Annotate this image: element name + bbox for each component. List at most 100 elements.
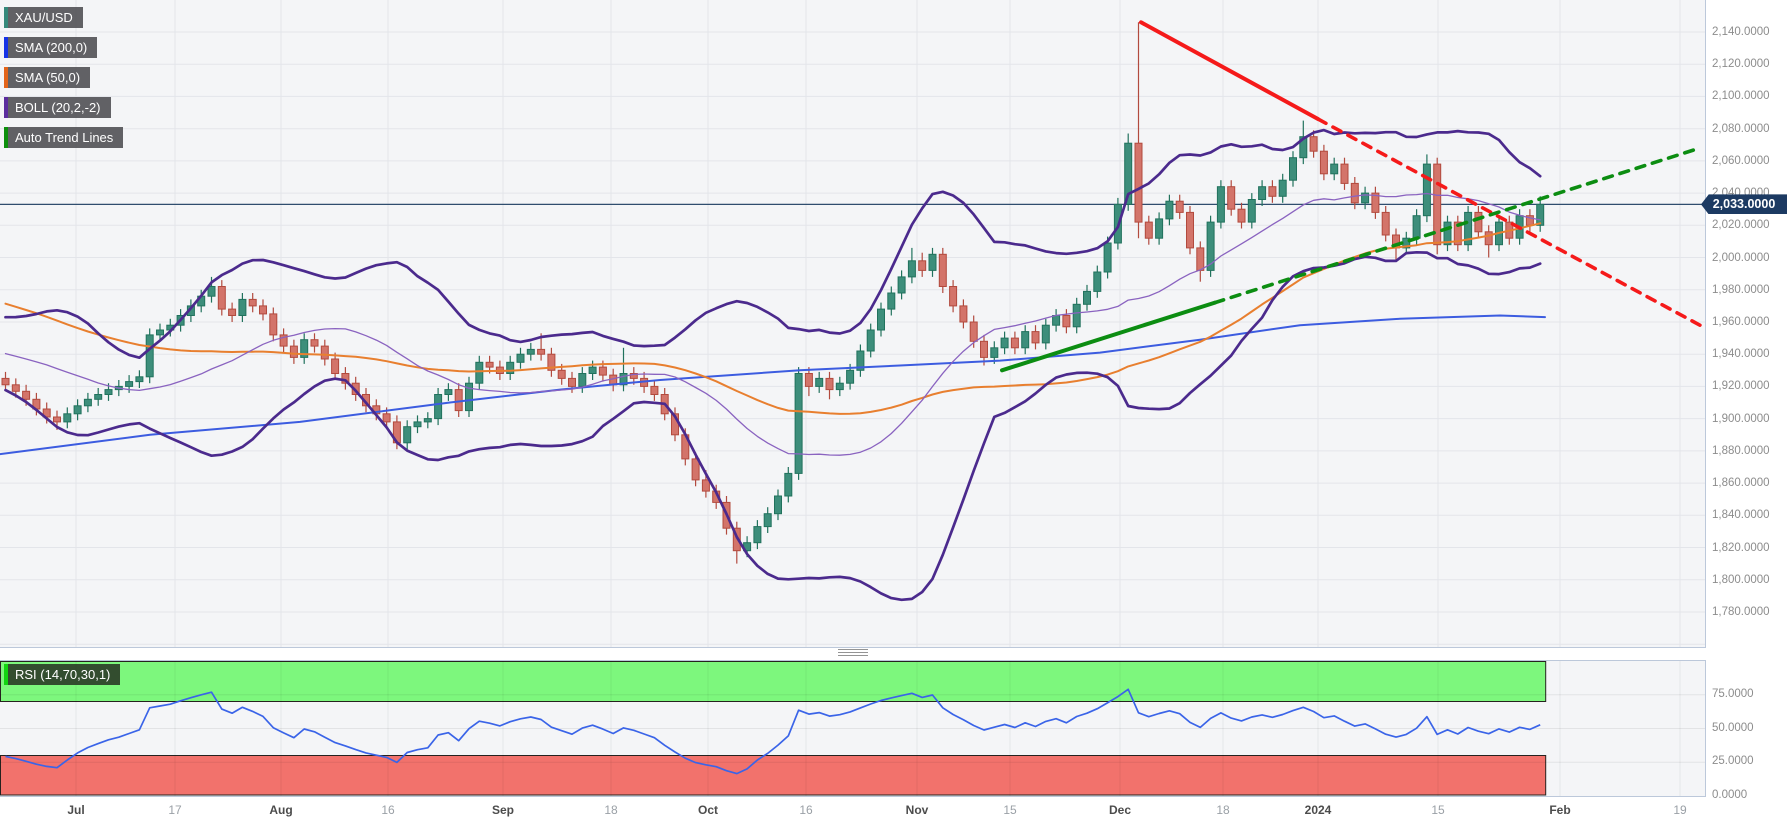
- candle-body[interactable]: [1155, 218, 1164, 239]
- candle-body[interactable]: [1237, 208, 1246, 223]
- candle-body[interactable]: [959, 305, 968, 323]
- candle-body[interactable]: [444, 389, 453, 396]
- candle-body[interactable]: [73, 405, 82, 415]
- candle-body[interactable]: [907, 260, 916, 278]
- candle-body[interactable]: [578, 373, 587, 387]
- candle-body[interactable]: [22, 390, 31, 400]
- candle-body[interactable]: [1175, 200, 1184, 213]
- candle-body[interactable]: [969, 321, 978, 342]
- candle-body[interactable]: [691, 458, 700, 481]
- candle-body[interactable]: [1453, 221, 1462, 246]
- rsi-chart[interactable]: [0, 661, 1705, 796]
- candle-body[interactable]: [990, 347, 999, 358]
- candle-body[interactable]: [938, 253, 947, 288]
- candle-body[interactable]: [269, 313, 278, 336]
- candle-body[interactable]: [310, 339, 319, 347]
- candle-body[interactable]: [774, 495, 782, 515]
- candle-body[interactable]: [207, 286, 216, 297]
- candle-body[interactable]: [217, 286, 226, 310]
- candle-body[interactable]: [619, 373, 628, 386]
- candle-body[interactable]: [104, 389, 113, 396]
- candle-body[interactable]: [434, 394, 443, 420]
- candle-body[interactable]: [1474, 211, 1483, 233]
- candle-body[interactable]: [1103, 242, 1112, 273]
- candle-body[interactable]: [887, 292, 896, 310]
- candle-body[interactable]: [804, 373, 813, 387]
- candle-body[interactable]: [866, 329, 875, 352]
- candle-body[interactable]: [1062, 315, 1071, 328]
- candle-body[interactable]: [1319, 150, 1328, 175]
- legend-sma200[interactable]: SMA (200,0): [4, 37, 98, 58]
- candle-body[interactable]: [701, 479, 710, 492]
- candle-body[interactable]: [1072, 303, 1081, 328]
- candle-body[interactable]: [1412, 215, 1421, 239]
- candle-body[interactable]: [763, 513, 772, 528]
- candle-body[interactable]: [1165, 200, 1174, 220]
- candle-body[interactable]: [557, 369, 566, 379]
- candle-body[interactable]: [1268, 186, 1277, 197]
- candle-body[interactable]: [1247, 199, 1256, 223]
- candle-body[interactable]: [1381, 211, 1390, 236]
- candle-body[interactable]: [403, 426, 412, 444]
- legend-boll[interactable]: BOLL (20,2,-2): [4, 97, 111, 118]
- candle-body[interactable]: [537, 348, 546, 355]
- candle-body[interactable]: [650, 385, 659, 395]
- candle-body[interactable]: [475, 361, 484, 384]
- candle-body[interactable]: [228, 308, 237, 317]
- candle-body[interactable]: [259, 305, 267, 315]
- candle-body[interactable]: [877, 308, 885, 331]
- candle-body[interactable]: [980, 340, 988, 358]
- candle-body[interactable]: [125, 381, 134, 387]
- candle-body[interactable]: [568, 377, 576, 387]
- candle-body[interactable]: [1361, 192, 1370, 204]
- candle-body[interactable]: [83, 398, 92, 407]
- candle-body[interactable]: [1464, 211, 1473, 246]
- candle-body[interactable]: [1536, 203, 1545, 226]
- candle-body[interactable]: [825, 377, 834, 391]
- candle-body[interactable]: [588, 366, 597, 375]
- candle-body[interactable]: [1443, 221, 1452, 246]
- candle-body[interactable]: [949, 286, 958, 307]
- candle-body[interactable]: [1309, 136, 1318, 152]
- candle-body[interactable]: [289, 345, 298, 358]
- candle-body[interactable]: [11, 384, 20, 392]
- candle-body[interactable]: [753, 526, 762, 544]
- legend-rsi[interactable]: RSI (14,70,30,1): [4, 664, 121, 685]
- candle-body[interactable]: [1052, 315, 1061, 326]
- candle-body[interactable]: [300, 339, 309, 358]
- candle-body[interactable]: [1021, 331, 1030, 349]
- candle-body[interactable]: [248, 298, 257, 307]
- candle-body[interactable]: [1289, 157, 1297, 181]
- candle-body[interactable]: [238, 298, 247, 316]
- candle-body[interactable]: [918, 260, 927, 271]
- candle-body[interactable]: [1, 377, 10, 386]
- candle-body[interactable]: [1196, 247, 1205, 271]
- candle-body[interactable]: [1299, 136, 1308, 159]
- candle-body[interactable]: [794, 373, 803, 474]
- candle-body[interactable]: [454, 389, 463, 412]
- candle-body[interactable]: [63, 413, 72, 423]
- candle-body[interactable]: [1433, 163, 1442, 246]
- candle-body[interactable]: [1350, 182, 1359, 204]
- candle-body[interactable]: [1330, 163, 1339, 175]
- candle-body[interactable]: [135, 376, 144, 383]
- legend-symbol[interactable]: XAU/USD: [4, 7, 83, 28]
- candle-body[interactable]: [547, 353, 556, 371]
- candle-body[interactable]: [94, 394, 103, 400]
- candle-body[interactable]: [279, 334, 288, 347]
- candle-body[interactable]: [1000, 337, 1009, 349]
- candle-body[interactable]: [856, 350, 865, 371]
- candle-body[interactable]: [1227, 186, 1236, 210]
- candle-body[interactable]: [413, 421, 422, 428]
- candle-body[interactable]: [1041, 324, 1050, 344]
- legend-auto-trend-lines[interactable]: Auto Trend Lines: [4, 127, 124, 148]
- candle-body[interactable]: [846, 369, 855, 384]
- candle-body[interactable]: [341, 373, 350, 384]
- candle-body[interactable]: [1278, 179, 1287, 197]
- candle-body[interactable]: [1093, 271, 1102, 292]
- candle-body[interactable]: [1371, 192, 1380, 213]
- candle-body[interactable]: [1031, 331, 1040, 344]
- candle-body[interactable]: [598, 366, 607, 376]
- rsi-panel[interactable]: [0, 660, 1706, 797]
- candle-body[interactable]: [815, 377, 824, 387]
